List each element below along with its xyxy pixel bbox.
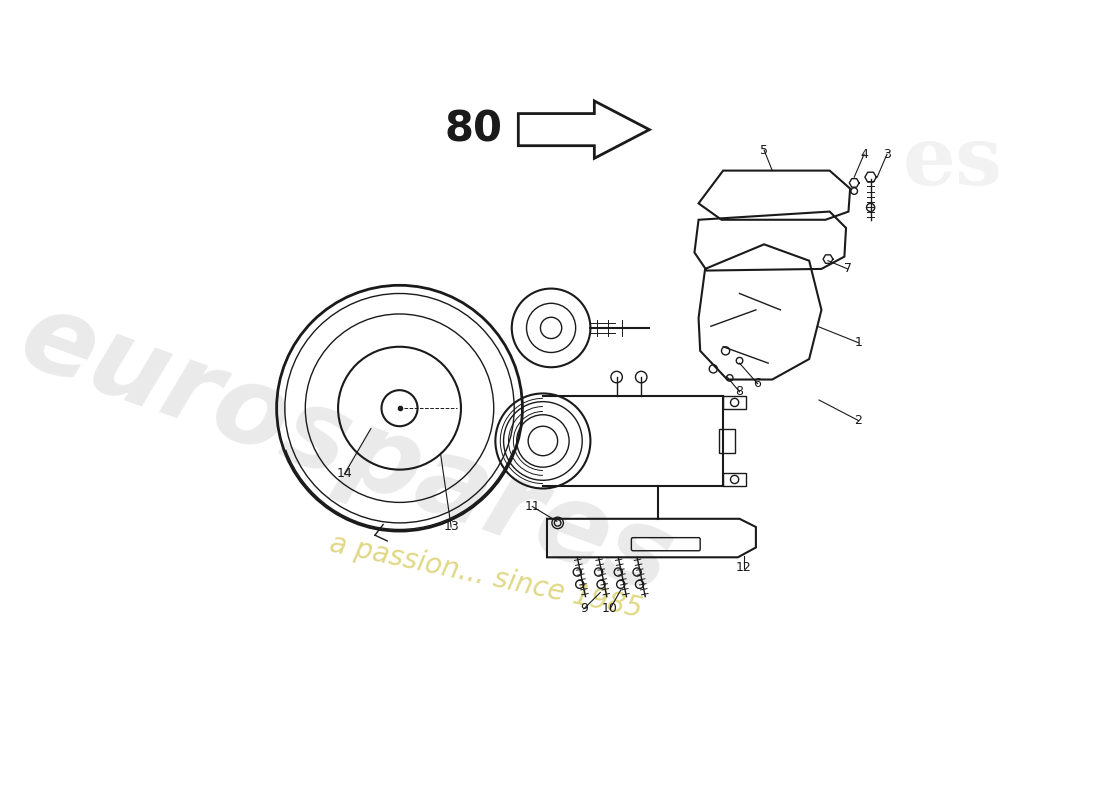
Text: 13: 13	[443, 521, 459, 534]
Text: 14: 14	[337, 467, 352, 480]
Text: 11: 11	[525, 500, 540, 513]
Text: 3: 3	[883, 148, 891, 161]
Text: 6: 6	[754, 377, 761, 390]
Text: 12: 12	[736, 562, 751, 574]
Text: eurospares: eurospares	[7, 282, 686, 616]
Text: 8: 8	[736, 386, 744, 398]
Text: 7: 7	[844, 262, 851, 275]
Text: a passion... since 1985: a passion... since 1985	[327, 530, 645, 623]
Text: es: es	[903, 122, 1002, 202]
Text: 1: 1	[855, 336, 862, 349]
Text: 2: 2	[855, 414, 862, 427]
Text: 80: 80	[444, 109, 503, 150]
Text: 5: 5	[760, 144, 768, 157]
Text: 9: 9	[580, 602, 587, 615]
Text: 10: 10	[602, 602, 618, 615]
Text: 4: 4	[860, 148, 868, 161]
